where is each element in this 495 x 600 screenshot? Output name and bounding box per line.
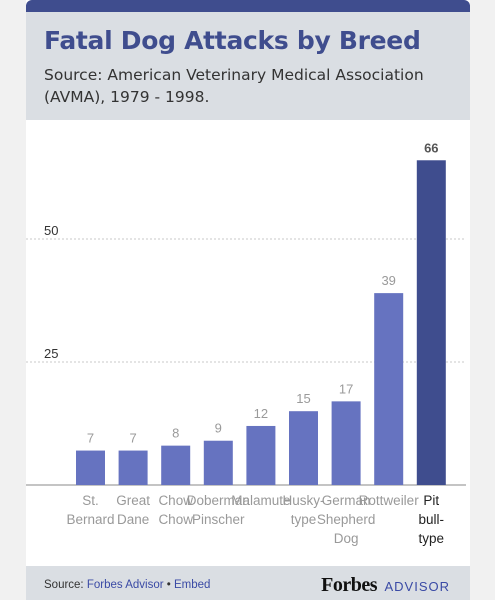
category-label-line: Chow <box>158 512 193 527</box>
category-label: Chow Chow <box>158 493 193 527</box>
bar-value-label: 39 <box>381 273 395 288</box>
brand-suffix: ADVISOR <box>384 579 450 594</box>
bar-value-label: 12 <box>254 406 268 421</box>
bar-value-label: 8 <box>172 426 179 441</box>
category-label-line: bull- <box>419 512 445 527</box>
top-accent-bar <box>26 0 470 12</box>
bar-chart: 25 50 7 St. Bernard 7 Great Dane 8 Chow Chow 9 Dober… <box>26 140 466 546</box>
y-tick-label: 25 <box>44 346 58 361</box>
chart-card: Fatal Dog Attacks by Breed Source: Ameri… <box>26 0 470 600</box>
category-label: Rottweiler <box>359 493 420 508</box>
chart-subtitle: Source: American Veterinary Medical Asso… <box>44 66 424 106</box>
footer-source: Source: Forbes Advisor • Embed <box>44 579 210 591</box>
category-label-line: Shepherd <box>317 512 376 527</box>
category-label: Pit bull-type <box>419 493 445 546</box>
forbes-advisor-logo[interactable]: Forbes ADVISOR <box>321 574 450 597</box>
bar-value-label: 7 <box>129 431 136 446</box>
chart-footer: Source: Forbes Advisor • Embed Forbes AD… <box>26 566 470 600</box>
bar <box>416 160 446 485</box>
bars <box>76 160 446 485</box>
category-label-line: type <box>419 531 445 546</box>
chart-header: Fatal Dog Attacks by Breed Source: Ameri… <box>26 12 470 120</box>
category-label-line: Malamute <box>231 493 290 508</box>
category-label-line: Bernard <box>66 512 114 527</box>
category-label-line: Pinscher <box>192 512 245 527</box>
source-link[interactable]: Forbes Advisor <box>86 579 164 591</box>
category-label: St. Bernard <box>66 493 114 527</box>
bar <box>289 411 318 485</box>
category-label-line: Husky- <box>282 493 324 508</box>
chart-title: Fatal Dog Attacks by Breed <box>44 26 421 55</box>
bar <box>331 401 361 485</box>
separator-dot: • <box>166 579 171 591</box>
category-label-line: St. <box>82 493 99 508</box>
category-label-line: type <box>291 512 317 527</box>
bar-value-label: 9 <box>215 421 222 436</box>
brand-name: Forbes <box>321 574 378 596</box>
embed-link[interactable]: Embed <box>173 579 211 591</box>
category-label: Doberman Pinscher <box>187 493 250 527</box>
category-label: German Shepherd Dog <box>317 493 376 546</box>
bar-value-label: 17 <box>339 381 353 396</box>
bar <box>161 445 191 485</box>
bar <box>246 425 276 485</box>
category-label-line: Doberman <box>187 493 250 508</box>
y-tick-label: 50 <box>44 223 58 238</box>
bar <box>374 293 404 485</box>
category-label-line: Pit <box>423 493 439 508</box>
bar-value-label: 7 <box>87 431 94 446</box>
bar <box>203 440 233 485</box>
category-label-line: Dane <box>117 512 149 527</box>
category-label: Husky-type <box>282 493 324 527</box>
category-label-line: German <box>322 493 371 508</box>
category-label: Great Dane <box>116 493 150 527</box>
category-label-line: Dog <box>334 531 359 546</box>
category-label: Malamute <box>231 493 290 508</box>
bar-value-label: 15 <box>296 391 310 406</box>
category-label-line: Chow <box>158 493 193 508</box>
bar <box>118 450 148 485</box>
category-label-line: Rottweiler <box>359 493 420 508</box>
source-prefix: Source: <box>44 579 84 591</box>
category-label-line: Great <box>116 493 150 508</box>
bar <box>76 450 105 485</box>
labels: 25 50 7 St. Bernard 7 Great Dane 8 Chow Chow 9 Dober… <box>44 140 444 546</box>
bar-value-label: 66 <box>424 140 438 155</box>
